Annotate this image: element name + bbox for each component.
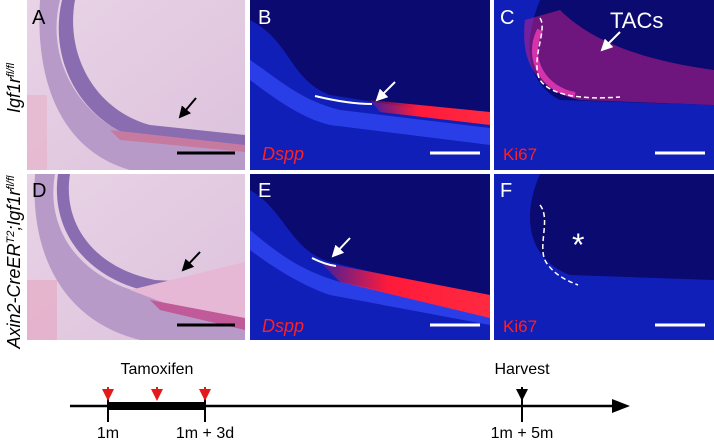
stain-label: Ki67: [503, 145, 537, 164]
panel-f: F * Ki67: [494, 174, 714, 340]
panel-label: A: [32, 7, 46, 29]
panel-d: D: [27, 174, 246, 340]
row-label: Igf1rfl/fl: [4, 62, 24, 113]
panel-b: B Dspp: [250, 0, 490, 170]
stain-label: Ki67: [503, 317, 537, 336]
tick-label: 1m + 5m: [491, 425, 554, 442]
panel-e: E Dspp: [250, 174, 490, 340]
annotation: *: [572, 227, 584, 263]
panel-c: C TACs Ki67: [494, 0, 714, 170]
panel-label: B: [258, 7, 271, 29]
row-label-sup: T2: [5, 231, 17, 244]
row-label-sup: fl/fl: [5, 62, 17, 77]
row-label-sup: fl/fl: [5, 175, 17, 190]
row-label-text: Axin2-CreER: [4, 243, 24, 349]
panel-label: F: [500, 180, 512, 202]
tick-label: 1m + 3d: [176, 425, 234, 442]
annotation: TACs: [610, 8, 663, 33]
panel-label: C: [500, 7, 514, 29]
event-label: Harvest: [494, 361, 550, 378]
stain-label: Dspp: [262, 144, 304, 164]
timeline: Tamoxifen Harvest 1m 1m + 3d 1m + 5m: [70, 361, 630, 442]
row-label-text: Igf1r: [4, 76, 24, 113]
stain-label: Dspp: [262, 316, 304, 336]
row-label: Axin2-CreERT2;Igf1rfl/fl: [4, 175, 24, 350]
row-label-text: ;Igf1r: [4, 189, 24, 231]
panel-label: D: [32, 180, 46, 202]
panel-a: A: [27, 0, 245, 170]
event-label: Tamoxifen: [121, 361, 194, 378]
panel-label: E: [258, 180, 271, 202]
tick-label: 1m: [97, 425, 119, 442]
